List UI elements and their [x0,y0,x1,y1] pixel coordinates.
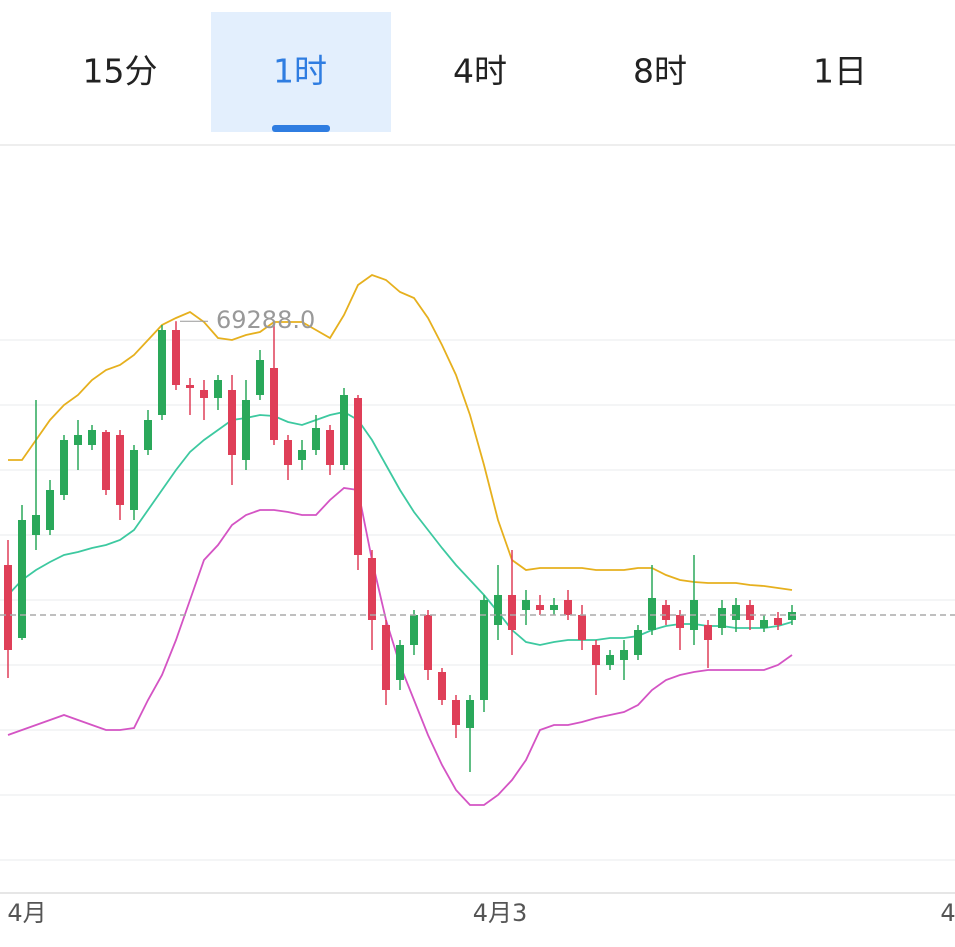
candle-body [116,435,124,505]
x-tick-label: 4月 [7,899,46,927]
candle-body [494,595,502,625]
candle-body [592,645,600,665]
candle-body [452,700,460,725]
candle-body [298,450,306,460]
candle-body [746,605,754,620]
candle-body [732,605,740,620]
candle-body [354,398,362,555]
candle-body [200,390,208,398]
x-tick-label: 4月3 [473,899,528,927]
candle-body [88,430,96,445]
candle-body [522,600,530,610]
candle-body [620,650,628,660]
candle-body [172,330,180,385]
candle-body [550,605,558,610]
candle-body [158,330,166,415]
candle-body [368,558,376,620]
candle-body [424,615,432,670]
candle-body [718,608,726,628]
candle-body [32,515,40,535]
candle-body [214,380,222,398]
x-tick-label: 4 [940,899,955,927]
candle-body [46,490,54,530]
candle-body [788,612,796,620]
candle-body [130,450,138,510]
candle-body [438,672,446,700]
candle-body [312,428,320,450]
max-annotation: 69288.0 [216,306,315,334]
candle-body [186,385,194,388]
tab[interactable]: 15分 [83,52,158,91]
tab[interactable]: 4时 [453,52,507,91]
candle-body [606,655,614,665]
candle-body [508,595,516,630]
candle-body [18,520,26,638]
candle-body [228,390,236,455]
candle-body [144,420,152,450]
candle-body [536,605,544,610]
candle-body [340,395,348,465]
candle-body [410,615,418,645]
tab[interactable]: 1时 [273,52,327,91]
band-line [8,273,793,591]
candle-body [634,630,642,655]
candle-body [4,565,12,650]
candle-body [242,400,250,460]
candle-body [284,440,292,465]
candle-body [578,615,586,640]
candle-body [466,700,474,728]
candle-body [704,625,712,640]
candle-body [648,598,656,630]
tab[interactable]: 1日 [813,52,867,91]
candle-body [74,435,82,445]
candle-body [564,600,572,615]
candle-body [774,618,782,625]
candle-body [396,645,404,680]
candle-body [676,615,684,628]
candle-body [60,440,68,495]
active-tab-bg [211,12,391,132]
band-line [7,411,793,646]
tab[interactable]: 8时 [633,52,687,91]
candle-body [480,600,488,700]
candle-body [760,620,768,628]
candle-body [662,605,670,620]
active-tab-indicator [272,125,330,132]
candle-body [382,625,390,690]
candle-body [326,430,334,465]
candle-body [256,360,264,395]
candle-body [270,368,278,440]
candle-body [102,432,110,490]
